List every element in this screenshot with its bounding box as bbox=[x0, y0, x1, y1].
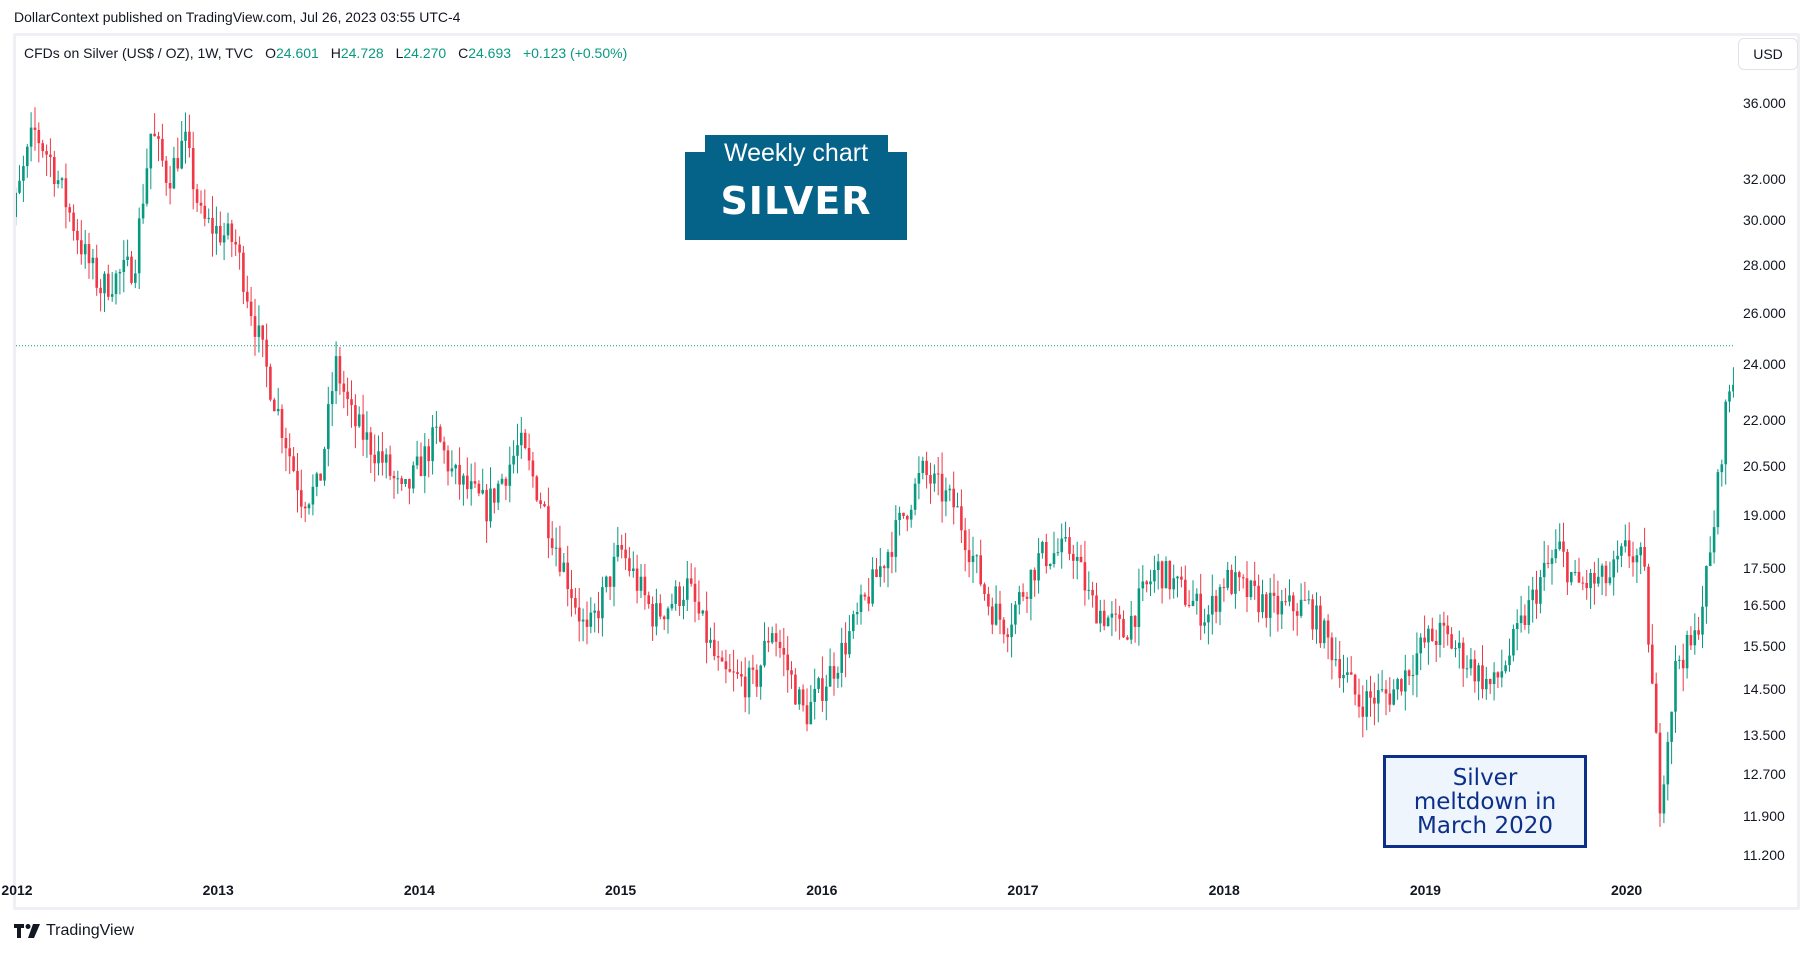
time-tick-label: 2016 bbox=[806, 882, 838, 898]
price-tick-label: 28.000 bbox=[1743, 256, 1786, 273]
low-value: 24.270 bbox=[403, 45, 447, 61]
price-tick-label: 15.500 bbox=[1743, 637, 1786, 654]
tradingview-brand: TradingView bbox=[46, 922, 135, 939]
close-label: C bbox=[458, 45, 469, 61]
high-label: H bbox=[330, 45, 341, 61]
annotation-line-2: meltdown in bbox=[1413, 789, 1557, 815]
published-by-line: DollarContext published on TradingView.c… bbox=[14, 9, 461, 25]
price-tick-label: 14.500 bbox=[1743, 680, 1786, 697]
time-tick-label: 2017 bbox=[1007, 882, 1039, 898]
annotation-line-3: March 2020 bbox=[1417, 813, 1553, 839]
symbol-description[interactable]: CFDs on Silver (US$ / OZ), 1W, TVC bbox=[24, 45, 254, 61]
title-line-2: SILVER bbox=[720, 179, 872, 223]
currency-button[interactable]: USD bbox=[1738, 38, 1798, 70]
open-label: O bbox=[265, 45, 277, 61]
price-tick-label: 26.000 bbox=[1743, 304, 1786, 321]
price-tick-label: 13.500 bbox=[1743, 726, 1786, 743]
price-tick-label: 17.500 bbox=[1743, 559, 1786, 576]
price-tick-label: 12.700 bbox=[1743, 766, 1786, 782]
price-tick-label: 20.500 bbox=[1743, 457, 1786, 474]
title-box-tab bbox=[705, 135, 888, 155]
time-tick-label: 2013 bbox=[202, 882, 234, 898]
time-tick-label: 2019 bbox=[1409, 882, 1441, 898]
candlestick-plot[interactable] bbox=[16, 36, 1734, 876]
price-tick-label: 32.000 bbox=[1743, 170, 1786, 187]
close-value: 24.693 bbox=[468, 45, 512, 61]
low-label: L bbox=[395, 45, 404, 61]
change-value: +0.123 (+0.50%) bbox=[522, 45, 628, 61]
time-tick-label: 2015 bbox=[605, 882, 637, 898]
price-tick-label: 19.000 bbox=[1743, 506, 1786, 523]
tradingview-logo-icon bbox=[14, 924, 40, 938]
time-tick-label: 2020 bbox=[1611, 882, 1643, 898]
price-tick-label: 30.000 bbox=[1743, 212, 1786, 229]
price-tick-label: 11.200 bbox=[1743, 846, 1785, 863]
price-tick-label: 24.000 bbox=[1743, 356, 1786, 373]
meltdown-annotation: Silver meltdown in March 2020 bbox=[1383, 755, 1587, 848]
price-tick-label: 22.000 bbox=[1743, 412, 1786, 429]
time-tick-label: 2014 bbox=[403, 882, 435, 898]
price-tick-label: 11.900 bbox=[1743, 807, 1785, 824]
time-tick-label: 2018 bbox=[1208, 882, 1240, 898]
open-value: 24.601 bbox=[276, 45, 319, 61]
high-value: 24.728 bbox=[340, 45, 384, 61]
chart-title-box: Weekly chart SILVER bbox=[685, 135, 907, 240]
symbol-legend: CFDs on Silver (US$ / OZ), 1W, TVC O24.6… bbox=[24, 45, 627, 61]
chart-frame bbox=[13, 33, 1800, 910]
annotation-line-1: Silver bbox=[1452, 765, 1518, 791]
title-box-body bbox=[685, 152, 907, 240]
tradingview-footer[interactable]: TradingView bbox=[14, 922, 134, 940]
price-tick-label: 36.000 bbox=[1743, 95, 1786, 111]
title-line-1: Weekly chart bbox=[723, 139, 869, 167]
time-tick-label: 2012 bbox=[1, 882, 33, 898]
price-tick-label: 16.500 bbox=[1743, 597, 1786, 614]
